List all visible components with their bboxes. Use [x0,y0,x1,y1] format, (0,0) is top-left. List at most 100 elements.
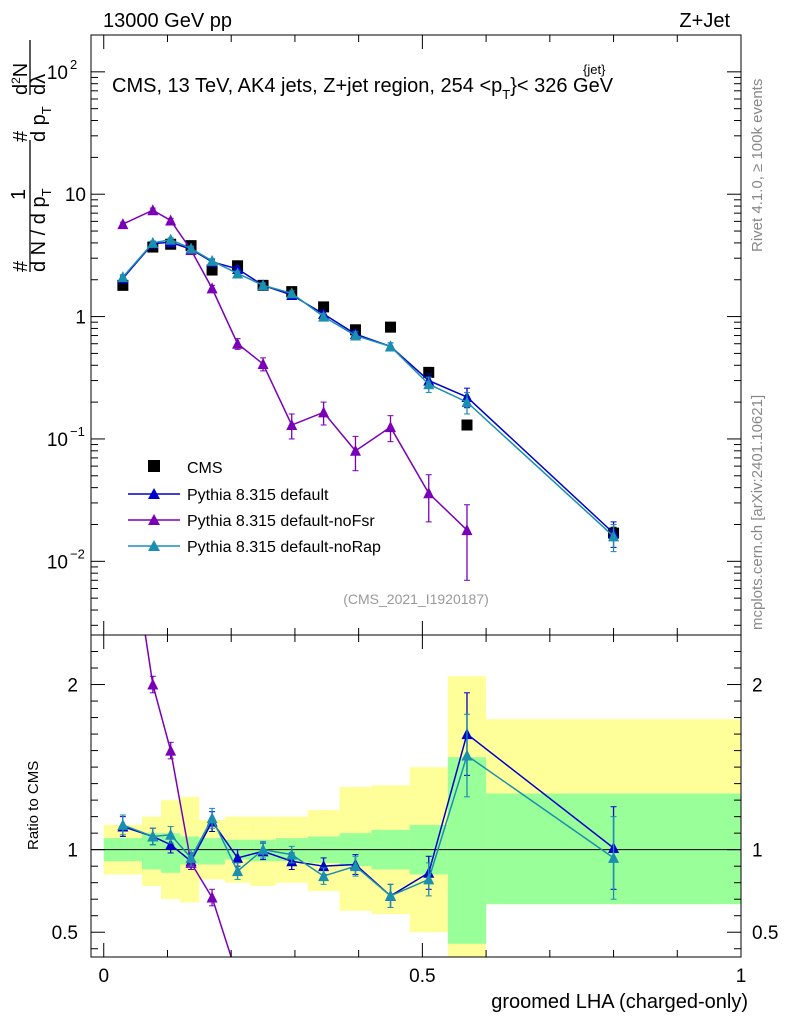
main-point-pythia-8-315-default-norap [117,271,129,283]
ratio-band-green [199,838,225,865]
ratio-line-pythia-8-315-default-nofsr [144,635,232,957]
main-point-pythia-8-315-default-nofsr [232,337,244,349]
ratio-point-pythia-8-315-default-norap [117,818,129,830]
x-axis-label: groomed LHA (charged-only) [491,991,748,1013]
legend: CMS Pythia 8.315 default Pythia 8.315 de… [128,460,381,556]
ratio-y-tick-label-right: 0.5 [752,923,778,944]
ratio-y-tick-label: 2 [67,676,78,697]
ratio-y-axis-label: Ratio to CMS [25,761,42,850]
main-point-pythia-8-315-default-norap [286,287,298,299]
main-point-cms [423,366,435,378]
main-point-pythia-8-315-default-nofsr [349,444,361,456]
ylabel-dpt: d pT [28,106,54,142]
main-y-axis-label: # 1 d N / d pT # d pT d2N dλ [8,40,54,272]
legend-entry-default: Pythia 8.315 default [128,487,329,504]
main-point-pythia-8-315-default-nofsr [318,406,330,418]
main-point-pythia-8-315-default-norap [257,279,269,291]
ratio-plot-frame [90,634,742,958]
legend-marker-default [148,488,160,499]
ratio-point-pythia-8-315-default [165,838,177,850]
ratio-point-pythia-8-315-default-norap [461,749,473,761]
legend-marker-nofsr [148,514,160,525]
ratio-point-pythia-8-315-default-norap [165,828,177,840]
title-end-text: }< 326 GeV [510,75,614,97]
main-point-pythia-8-315-default-nofsr [257,357,269,369]
ratio-point-pythia-8-315-default-norap [349,860,361,872]
main-point-cms [461,419,473,431]
main-point-pythia-8-315-default-norap [318,310,330,322]
main-plot-series [117,204,620,581]
ylabel-hash-b: # [10,130,32,142]
ratio-point-pythia-8-315-default-norap [385,889,397,901]
ratio-point-pythia-8-315-default-nofsr [206,891,218,903]
ratio-axes: 0.5 0.5 1 1 2 2 0 0.5 1 [52,635,778,987]
ylabel-one: 1 [8,189,30,200]
ratio-band-green [141,833,162,870]
ratio-point-pythia-8-315-default-nofsr [232,971,243,982]
ratio-y-tick-label: 0.5 [52,923,78,944]
main-y-tick-exponent: −1 [70,424,85,439]
main-point-pythia-8-315-default-nofsr [423,487,435,499]
main-y-tick-label: 10 [47,63,68,84]
legend-label-nofsr: Pythia 8.315 default-noFsr [187,513,375,530]
main-y-tick-label: 10 [47,430,68,451]
ratio-point-pythia-8-315-default [232,851,244,863]
ratio-point-pythia-8-315-default-nofsr [117,480,128,491]
x-tick-label: 1 [736,966,747,987]
ratio-uncertainty-bands [91,676,741,957]
ylabel-dn-dpt: d N / d pT [28,188,54,272]
main-point-pythia-8-315-default-norap [147,236,159,248]
main-title: CMS, 13 TeV, AK4 jets, Z+jet region, 254… [112,75,614,102]
mcplots-label: mcplots.cern.ch [arXiv:2401.10621] [749,395,766,630]
ylabel-dlambda: dλ [28,74,50,95]
ylabel-d-text: d [10,84,32,95]
ratio-point-pythia-8-315-default-norap [608,851,620,863]
ratio-point-pythia-8-315-default-norap [185,851,197,863]
ylabel-pt-sub-2: T [39,106,54,114]
analysis-watermark: (CMS_2021_I1920187) [343,591,489,607]
main-point-cms [206,264,218,276]
header-process: Z+Jet [679,10,730,32]
main-y-tick-label: 1 [75,308,86,329]
x-tick-label: 0 [98,966,109,987]
main-point-pythia-8-315-default-nofsr [286,419,298,431]
ylabel-dn-dpt-text: d N / d p [28,196,50,272]
main-y-tick-exponent: −2 [70,546,85,561]
main-point-cms [385,321,397,333]
main-point-pythia-8-315-default-norap [206,254,218,266]
ratio-plot-series [117,480,620,982]
rivet-version-label: Rivet 4.1.0, ≥ 100k events [749,79,766,252]
title-superscript: {jet} [583,62,606,77]
main-point-pythia-8-315-default-nofsr [117,218,129,230]
main-y-tick-exponent: 2 [70,57,77,72]
legend-entry-cms: CMS [148,460,223,477]
legend-marker-cms [148,460,160,472]
main-point-pythia-8-315-default-nofsr [147,204,159,216]
ratio-point-pythia-8-315-default-norap [286,848,298,860]
ratio-point-pythia-8-315-default-norap [232,865,244,877]
main-point-pythia-8-315-default-nofsr [165,214,177,226]
ratio-y-tick-label-right: 2 [752,676,763,697]
main-point-pythia-8-315-default-nofsr [206,282,218,294]
legend-label-cms: CMS [187,460,223,477]
main-point-pythia-8-315-default-norap [165,233,177,245]
ylabel-dpt-text: d p [28,114,50,142]
ylabel-squared: 2 [9,77,23,84]
legend-label-norap: Pythia 8.315 default-noRap [187,539,381,556]
main-y-tick-label: 10 [47,552,68,573]
legend-label-default: Pythia 8.315 default [187,487,329,504]
ratio-y-tick-label-right: 1 [752,841,763,862]
main-point-pythia-8-315-default-norap [608,530,620,542]
ratio-point-pythia-8-315-default-norap [147,830,159,842]
header-energy: 13000 GeV pp [103,10,232,32]
ylabel-pt-sub-1: T [39,188,54,196]
ratio-point-pythia-8-315-default-norap [206,812,218,824]
ratio-point-pythia-8-315-default-nofsr [165,744,177,756]
legend-entry-norap: Pythia 8.315 default-noRap [128,539,381,556]
title-main-text: CMS, 13 TeV, AK4 jets, Z+jet region, 254… [112,75,502,97]
legend-marker-norap [148,540,160,551]
ylabel-n-text: N [10,63,32,77]
ratio-point-pythia-8-315-default-nofsr [147,678,159,690]
